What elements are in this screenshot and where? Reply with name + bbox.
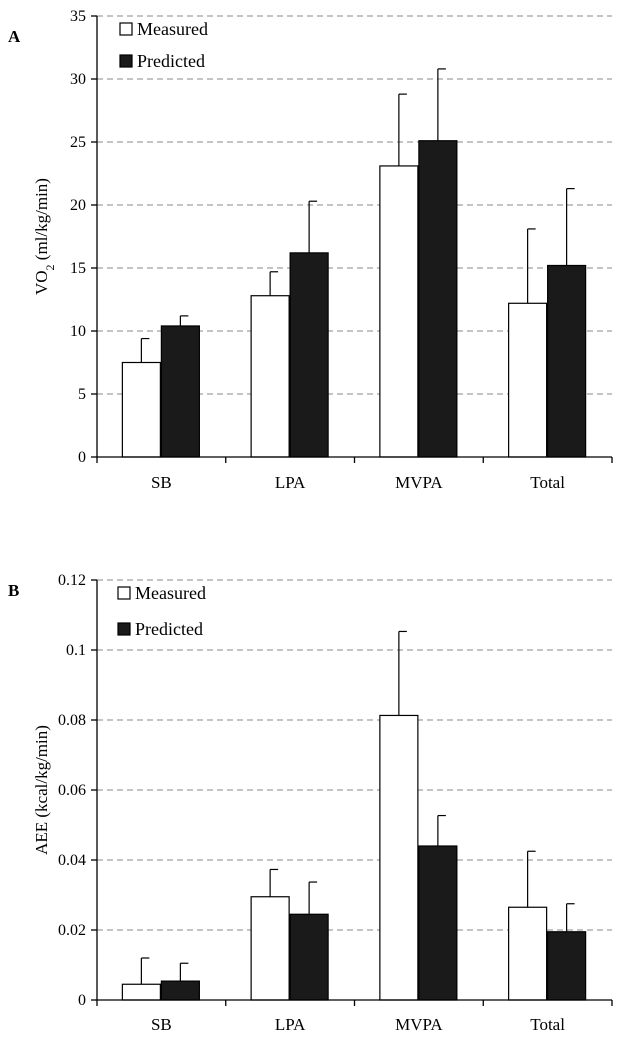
bar-measured-mvpa	[379, 165, 419, 458]
x-category-label: Total	[530, 1015, 565, 1034]
x-category-label: MVPA	[395, 1015, 443, 1034]
bar-measured-lpa	[250, 896, 290, 1001]
bar-predicted-mvpa	[418, 845, 458, 1001]
x-category-label: MVPA	[395, 473, 443, 492]
bar-predicted-lpa	[289, 252, 329, 458]
bar-measured-lpa	[250, 295, 290, 458]
y-axis-title: AEE (kcal/kg/min)	[32, 725, 51, 855]
x-category-label: LPA	[275, 473, 306, 492]
legend-label-measured: Measured	[137, 19, 208, 39]
chart-panel-b: B 0 0.02 0.04 0.06 0.08 0.1 0.12 SB LPA MVPA Total A…	[8, 572, 613, 1034]
legend-label-predicted: Predicted	[137, 51, 205, 71]
y-tick-label: 5	[78, 386, 86, 403]
y-tick-label: 0.08	[58, 712, 86, 729]
bar-measured-total	[508, 906, 548, 1001]
panel-letter: A	[8, 27, 21, 46]
y-tick-label: 0.02	[58, 922, 86, 939]
y-tick-label: 20	[70, 197, 86, 214]
y-tick-label: 35	[70, 8, 86, 25]
bar-predicted-sb	[160, 980, 200, 1001]
bar-measured-sb	[121, 361, 161, 458]
legend-swatch-predicted	[117, 622, 131, 636]
legend-label-measured: Measured	[135, 583, 206, 603]
y-tick-label: 0	[78, 449, 86, 466]
chart-panel-a: A 0 5 10 15 20 25 30 35 SB LPA MVPA Total VO2 (ml/kg/…	[8, 8, 613, 492]
y-tick-label: 30	[70, 71, 86, 88]
bar-measured-mvpa	[379, 714, 419, 1001]
legend-swatch-measured	[117, 586, 131, 600]
y-axis-title: VO2 (ml/kg/min)	[32, 178, 57, 295]
y-tick-label: 15	[70, 260, 86, 277]
legend: Measured Predicted	[117, 583, 206, 639]
y-tick-label: 0.12	[58, 572, 86, 589]
x-category-label: SB	[151, 473, 172, 492]
x-category-label: SB	[151, 1015, 172, 1034]
legend-swatch-measured	[119, 22, 133, 36]
y-tick-label: 10	[70, 323, 86, 340]
bar-predicted-total	[547, 264, 587, 458]
y-tick-label: 0.04	[58, 852, 86, 869]
bar-measured-sb	[121, 983, 161, 1001]
legend-label-predicted: Predicted	[135, 619, 203, 639]
x-category-label: Total	[530, 473, 565, 492]
panel-letter: B	[8, 581, 19, 600]
bar-predicted-total	[547, 931, 587, 1001]
x-category-label: LPA	[275, 1015, 306, 1034]
bar-measured-total	[508, 302, 548, 458]
legend-swatch-predicted	[119, 54, 133, 68]
bar-predicted-mvpa	[418, 140, 458, 458]
y-tick-label: 25	[70, 134, 86, 151]
y-tick-label: 0.1	[66, 642, 86, 659]
y-tick-label: 0.06	[58, 782, 86, 799]
legend: Measured Predicted	[119, 19, 208, 71]
y-tick-label: 0	[78, 992, 86, 1009]
bar-predicted-sb	[160, 325, 200, 458]
bar-predicted-lpa	[289, 913, 329, 1001]
